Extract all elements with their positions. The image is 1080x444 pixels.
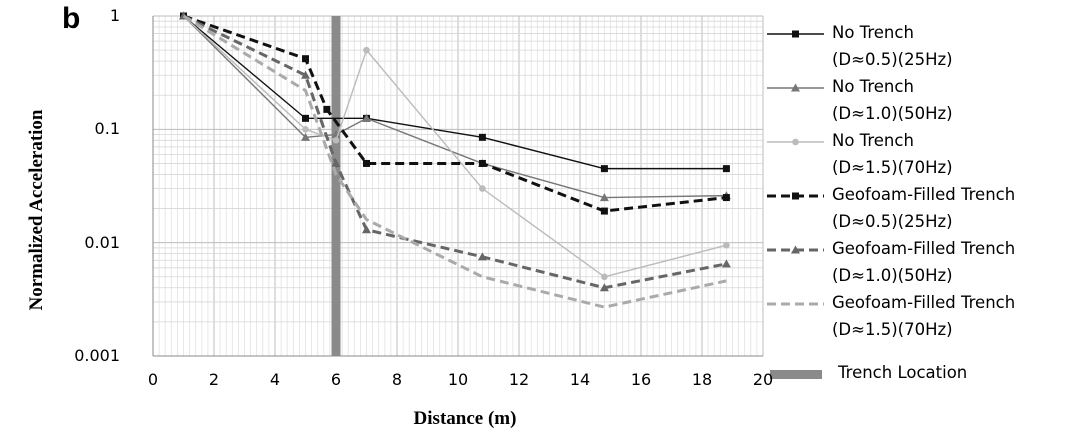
x-tick-label: 16 — [630, 370, 652, 389]
data-point — [599, 283, 609, 292]
y-tick-label: 0.1 — [94, 119, 120, 139]
legend-sublabel: (D≈1.0)(50Hz) — [832, 104, 953, 123]
y-tick-label: 1 — [109, 6, 120, 25]
x-tick-label: 6 — [330, 370, 342, 389]
data-point — [600, 165, 608, 173]
legend-label: No Trench — [832, 77, 914, 96]
data-point — [601, 273, 608, 281]
data-point — [323, 105, 331, 113]
data-point — [791, 245, 800, 254]
series-2 — [179, 11, 731, 202]
data-point — [599, 193, 609, 202]
data-point — [600, 207, 608, 215]
legend-label: Geofoam-Filled Trench — [832, 239, 1016, 258]
legend-sublabel: (D≈0.5)(25Hz) — [832, 212, 953, 231]
series-line — [182, 14, 727, 290]
data-point — [301, 70, 310, 79]
data-point — [302, 126, 309, 133]
x-tick-label: 2 — [208, 370, 220, 389]
x-tick-label: 10 — [447, 370, 469, 389]
data-point — [792, 192, 799, 200]
data-point — [478, 159, 486, 167]
data-point — [331, 158, 341, 167]
data-point — [363, 159, 370, 167]
x-tick-label: 12 — [508, 370, 530, 389]
series-line — [182, 14, 727, 309]
legend — [767, 30, 824, 379]
series-line — [183, 14, 727, 213]
data-point — [792, 30, 799, 38]
grid — [152, 15, 764, 357]
legend-sublabel: (D≈1.5)(70Hz) — [832, 320, 953, 339]
legend-label: Geofoam-Filled Trench — [832, 293, 1016, 312]
legend-label: No Trench — [832, 23, 914, 42]
y-tick-label: 0.001 — [74, 346, 120, 365]
data-point — [302, 114, 309, 122]
x-tick-label: 18 — [691, 370, 713, 389]
x-tick-label: 4 — [269, 370, 281, 389]
data-point — [792, 138, 799, 146]
data-point — [722, 165, 730, 173]
panel-label: b — [62, 2, 81, 35]
data-point — [723, 241, 730, 249]
x-tick-label: 14 — [569, 370, 591, 389]
legend-label: Geofoam-Filled Trench — [832, 185, 1016, 204]
legend-trench-label: Trench Location — [838, 363, 968, 382]
series-5 — [179, 11, 731, 292]
data-point — [301, 132, 310, 141]
data-point — [362, 225, 371, 234]
data-point — [479, 185, 486, 192]
data-point — [302, 55, 309, 63]
legend-sublabel: (D≈1.0)(50Hz) — [832, 266, 953, 285]
data-point — [477, 252, 487, 261]
data-point — [722, 194, 730, 202]
data-point — [332, 137, 340, 144]
legend-label: No Trench — [832, 131, 914, 150]
x-tick-label: 0 — [147, 370, 159, 389]
data-point — [721, 259, 731, 268]
legend-sublabel: (D≈0.5)(25Hz) — [832, 50, 953, 69]
series-line — [183, 15, 727, 170]
x-tick-label: 20 — [752, 370, 774, 389]
series-6 — [182, 14, 727, 309]
x-tick-label: 8 — [391, 370, 403, 389]
data-point — [362, 113, 371, 122]
y-tick-label: 0.01 — [84, 232, 120, 252]
legend-sublabel: (D≈1.5)(70Hz) — [832, 158, 953, 177]
data-point — [331, 130, 341, 139]
data-point — [478, 133, 486, 141]
data-point — [791, 83, 800, 92]
legend-trench-swatch — [770, 370, 822, 379]
data-point — [363, 46, 370, 54]
trench-location-bar — [331, 16, 341, 356]
x-axis-label: Distance (m) — [413, 408, 517, 429]
